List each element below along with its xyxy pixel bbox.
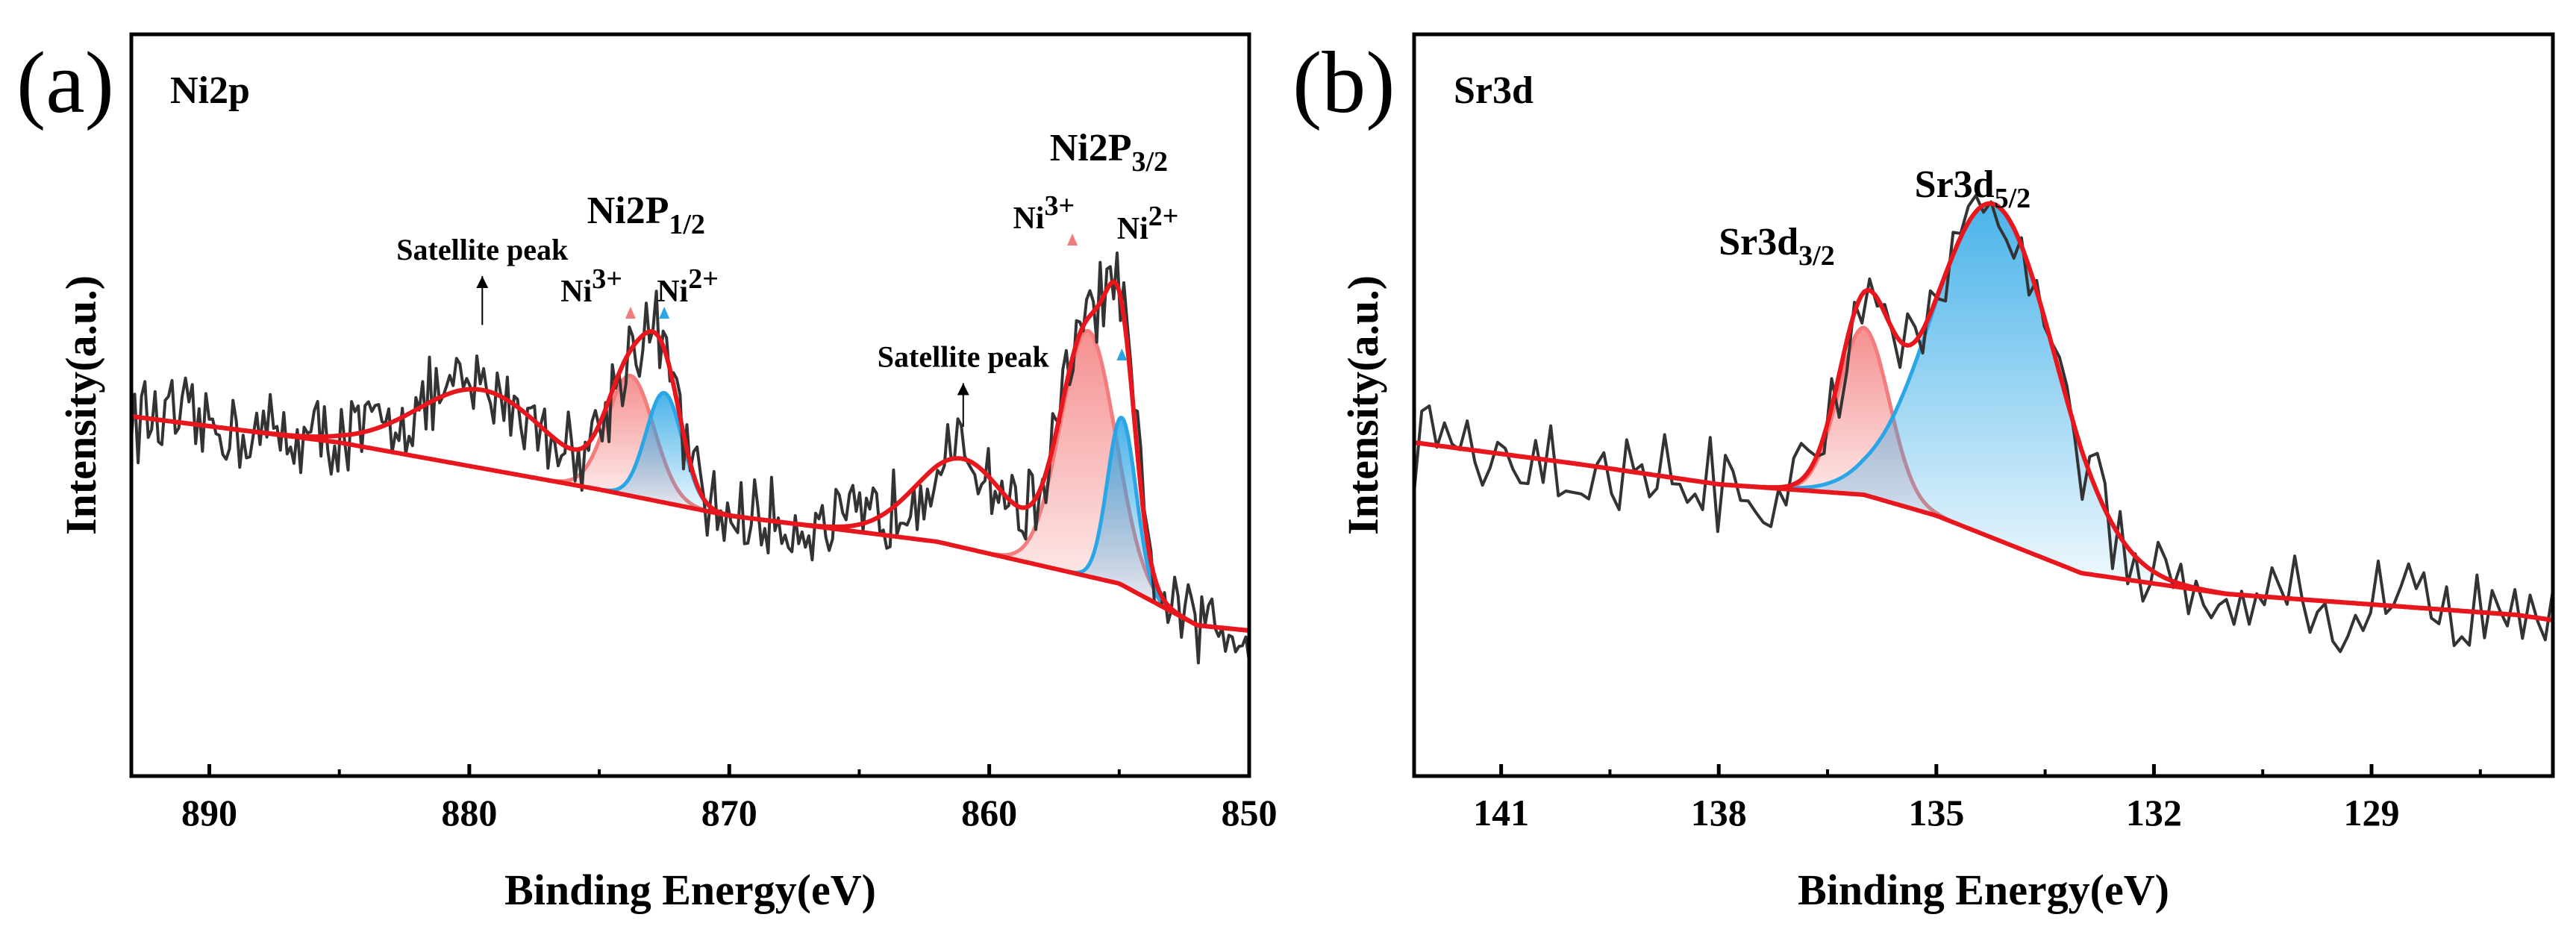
peak-label: Ni2P1/2 xyxy=(587,190,705,240)
ion-label: Ni2+ xyxy=(657,263,719,309)
ni2p-plot-area xyxy=(130,251,1251,665)
ni2p-y-axis-title: Intensity(a.u.) xyxy=(57,275,105,535)
ni2p-x-ticks: 890 880 870 860 850 xyxy=(181,764,1278,834)
sr3d-title: Sr3d xyxy=(1454,69,1534,112)
satellite-peak-label: Satellite peak xyxy=(396,233,569,266)
envelope-fit xyxy=(131,279,1250,633)
ion-label: Ni3+ xyxy=(1013,190,1075,236)
ni2p-title: Ni2p xyxy=(170,69,250,112)
sr3d-x-axis-title: Binding Energy(eV) xyxy=(1798,866,2169,914)
satellite-peak-label: Satellite peak xyxy=(878,340,1050,374)
component-fill xyxy=(973,331,1203,626)
panel-ni2p: (a) Ni2p 890 880 870 860 850 Binding Energy(… xyxy=(16,32,1278,914)
ion-label: Ni2+ xyxy=(1117,201,1179,246)
component-fill xyxy=(1061,417,1182,617)
sr3d-y-axis-title: Intensity(a.u.) xyxy=(1339,275,1387,535)
satellite-arrow-icon xyxy=(476,276,489,288)
peak-marker-icon xyxy=(1067,234,1078,246)
ni2p-x-axis-title: Binding Energy(eV) xyxy=(504,866,876,914)
ni2p-annotations: Satellite peak Satellite peak Ni2P1/2 Ni2P3… xyxy=(396,127,1178,427)
panel-b-label: (b) xyxy=(1292,34,1395,131)
panel-sr3d: (b) Sr3d 141 138 135 132 129 Binding Energy(… xyxy=(1292,32,2555,914)
satellite-arrow-icon xyxy=(957,383,969,395)
ion-label: Ni3+ xyxy=(560,263,622,309)
ni2p-frame xyxy=(129,32,1251,778)
envelope-fit xyxy=(1413,201,2554,622)
sr3d-plot-area xyxy=(1413,193,2554,654)
component-fill xyxy=(1757,328,1971,530)
peak-label: Sr3d3/2 xyxy=(1719,221,1834,272)
raw-spectrum xyxy=(1413,193,2554,654)
peak-marker-icon xyxy=(1116,348,1128,360)
x-tick-label: 135 xyxy=(1908,792,1964,834)
peak-marker-icon xyxy=(625,307,636,319)
peak-label: Sr3d5/2 xyxy=(1915,163,2031,214)
component-fill xyxy=(1735,203,2254,596)
x-tick-label: 880 xyxy=(441,792,497,834)
x-tick-label: 870 xyxy=(701,792,757,834)
x-tick-label: 850 xyxy=(1222,792,1278,834)
x-tick-label: 860 xyxy=(961,792,1017,834)
peak-label: Ni2P3/2 xyxy=(1050,127,1168,178)
panel-a-label: (a) xyxy=(16,34,114,131)
sr3d-x-ticks: 141 138 135 132 129 xyxy=(1473,764,2482,834)
background-line xyxy=(131,414,1250,633)
component-fill xyxy=(587,393,741,517)
sr3d-annotations: Sr3d3/2 Sr3d5/2 xyxy=(1719,163,2031,272)
x-tick-label: 890 xyxy=(181,792,237,834)
x-tick-label: 141 xyxy=(1473,792,1529,834)
x-tick-label: 138 xyxy=(1691,792,1747,834)
x-tick-label: 129 xyxy=(2344,792,2400,834)
x-tick-label: 132 xyxy=(2126,792,2182,834)
sr3d-frame xyxy=(1412,32,2555,778)
peak-marker-icon xyxy=(659,307,670,319)
